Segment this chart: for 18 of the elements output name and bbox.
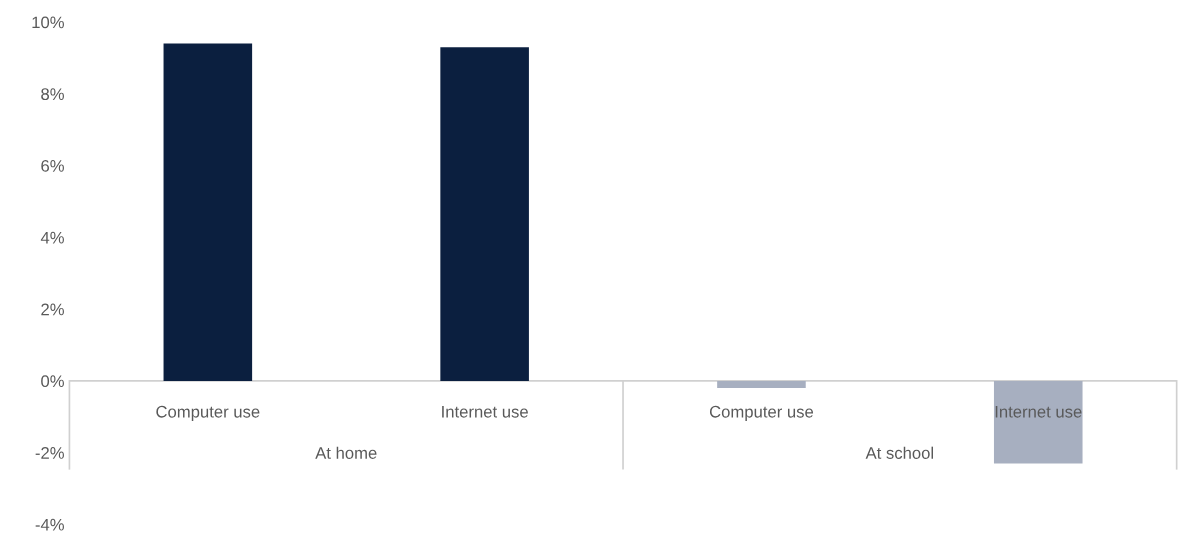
- x-tick-label: Computer use: [709, 405, 814, 421]
- x-tick-label: Internet use: [995, 406, 1082, 418]
- bar: [993, 380, 1083, 464]
- bar: [440, 47, 529, 381]
- annotation: At school: [865, 446, 934, 459]
- bar: [163, 43, 253, 381]
- y-tick-label: 8%: [41, 88, 64, 101]
- y-tick-label: -2%: [35, 447, 64, 459]
- annotation: At home: [315, 446, 377, 459]
- y-tick-label: 0%: [41, 375, 64, 388]
- y-tick-label: 10%: [32, 16, 64, 29]
- x-tick-label: Internet use: [442, 406, 528, 418]
- y-tick-label: 6%: [41, 160, 64, 172]
- x-tick-label: Computer use: [156, 405, 260, 421]
- bar: [717, 380, 806, 389]
- y-tick-label: 2%: [41, 303, 64, 316]
- y-tick-label: 4%: [40, 231, 64, 244]
- y-tick-label: -4%: [35, 518, 64, 531]
